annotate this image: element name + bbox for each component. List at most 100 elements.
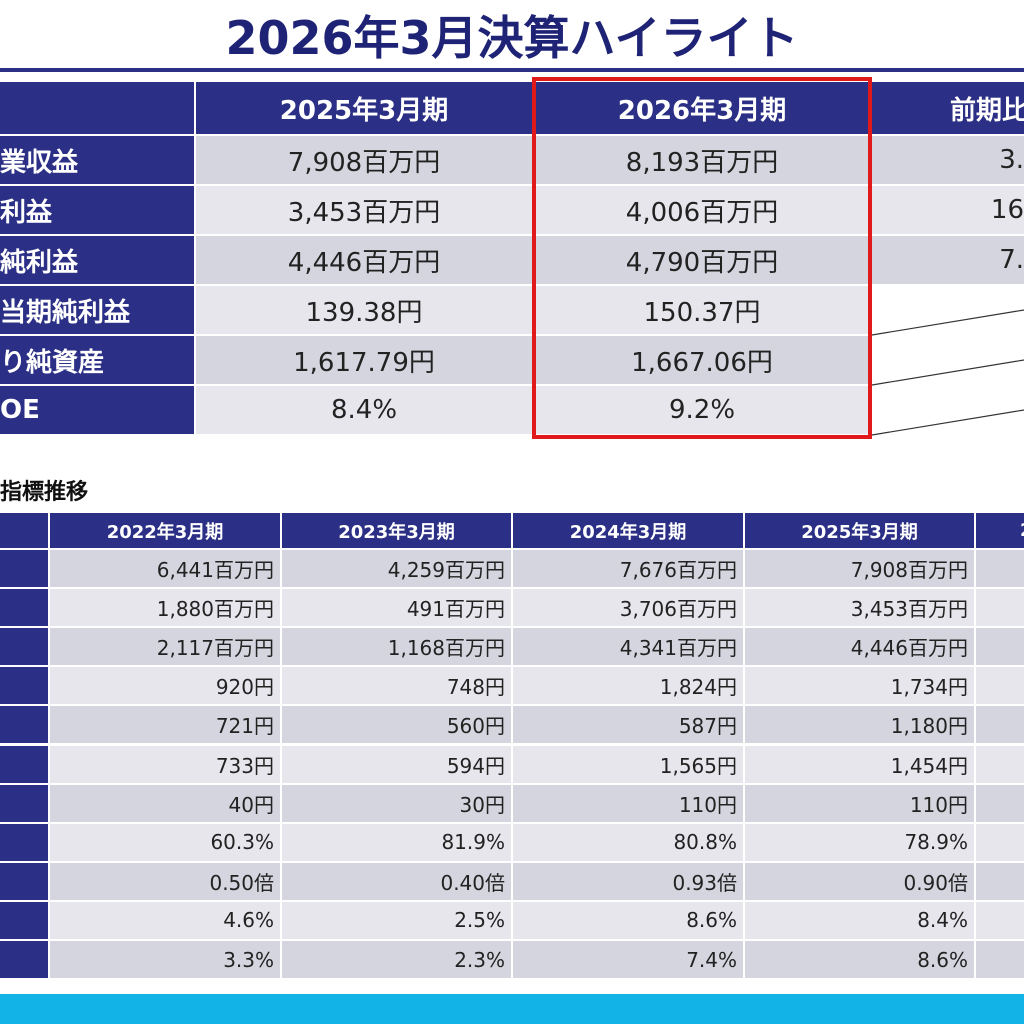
value-cell: 1,617.79円 xyxy=(196,336,532,384)
value-cell: 491百万円 xyxy=(282,589,511,627)
value-cell: 78.9% xyxy=(745,823,974,861)
value-cell xyxy=(976,667,1024,705)
value-cell: 8.6% xyxy=(745,941,974,978)
value-cell xyxy=(872,386,1024,434)
value-cell xyxy=(976,589,1024,627)
value-cell: 4,006百万円 xyxy=(534,186,870,234)
value-cell: 7,676百万円 xyxy=(513,550,743,587)
value-cell: 16 xyxy=(872,186,1024,234)
value-cell: 6,441百万円 xyxy=(50,550,280,587)
value-cell: 1,667.06円 xyxy=(534,336,870,384)
value-cell: 0.50倍 xyxy=(50,862,280,900)
value-cell: 3.3% xyxy=(50,941,280,978)
value-cell: 40円 xyxy=(50,784,280,822)
row-label: り純資産 xyxy=(0,336,194,384)
value-cell: 7. xyxy=(872,236,1024,284)
header-cell: 2 xyxy=(976,513,1024,548)
value-cell: 0.90倍 xyxy=(745,862,974,900)
value-cell: 7.4% xyxy=(513,941,743,978)
value-cell: 1,734円 xyxy=(745,667,974,705)
value-cell: 2.5% xyxy=(282,901,511,939)
page-title: 2026年3月決算ハイライト xyxy=(225,11,799,65)
row-label: 純利益 xyxy=(0,236,194,284)
row-label xyxy=(0,628,48,666)
value-cell: 748円 xyxy=(282,667,511,705)
header-cell: 2025年3月期 xyxy=(745,513,974,548)
value-cell: 4,259百万円 xyxy=(282,550,511,587)
value-cell: 3,706百万円 xyxy=(513,589,743,627)
row-label xyxy=(0,745,48,783)
value-cell xyxy=(976,745,1024,783)
value-cell: 4.6% xyxy=(50,901,280,939)
value-cell: 80.8% xyxy=(513,823,743,861)
header-cell xyxy=(0,82,194,134)
value-cell: 721円 xyxy=(50,706,280,744)
value-cell xyxy=(976,823,1024,861)
value-cell: 8.4% xyxy=(745,901,974,939)
row-label: 当期純利益 xyxy=(0,286,194,334)
value-cell xyxy=(976,862,1024,900)
value-cell: 4,446百万円 xyxy=(745,628,974,666)
value-cell: 8.6% xyxy=(513,901,743,939)
header-cell: 2023年3月期 xyxy=(282,513,511,548)
row-label xyxy=(0,667,48,705)
value-cell: 1,454円 xyxy=(745,745,974,783)
header-cell: 2022年3月期 xyxy=(50,513,280,548)
value-cell: 4,446百万円 xyxy=(196,236,532,284)
header-cell xyxy=(0,513,48,548)
value-cell xyxy=(976,901,1024,939)
value-cell: 8,193百万円 xyxy=(534,136,870,184)
title-rule xyxy=(0,68,1024,72)
footer-band xyxy=(0,994,1024,1024)
value-cell: 2.3% xyxy=(282,941,511,978)
row-label xyxy=(0,589,48,627)
value-cell: 110円 xyxy=(513,784,743,822)
value-cell: 0.93倍 xyxy=(513,862,743,900)
header-cell: 前期比 xyxy=(872,82,1024,134)
header-cell: 2025年3月期 xyxy=(196,82,532,134)
header-cell: 2024年3月期 xyxy=(513,513,743,548)
value-cell: 1,180円 xyxy=(745,706,974,744)
value-cell: 60.3% xyxy=(50,823,280,861)
value-cell: 587円 xyxy=(513,706,743,744)
value-cell xyxy=(872,286,1024,334)
value-cell: 9.2% xyxy=(534,386,870,434)
value-cell xyxy=(872,336,1024,384)
value-cell: 594円 xyxy=(282,745,511,783)
value-cell: 4,341百万円 xyxy=(513,628,743,666)
row-label xyxy=(0,823,48,861)
row-label xyxy=(0,550,48,587)
header-cell: 2026年3月期 xyxy=(534,82,870,134)
value-cell: 7,908百万円 xyxy=(196,136,532,184)
value-cell: 8.4% xyxy=(196,386,532,434)
row-label xyxy=(0,901,48,939)
value-cell: 920円 xyxy=(50,667,280,705)
highlight-box xyxy=(532,77,872,439)
value-cell: 7,908百万円 xyxy=(745,550,974,587)
row-label: 利益 xyxy=(0,186,194,234)
value-cell: 560円 xyxy=(282,706,511,744)
value-cell: 150.37円 xyxy=(534,286,870,334)
value-cell: 4,790百万円 xyxy=(534,236,870,284)
value-cell xyxy=(976,941,1024,978)
value-cell xyxy=(976,784,1024,822)
value-cell: 1,168百万円 xyxy=(282,628,511,666)
value-cell xyxy=(976,550,1024,587)
row-label: OE xyxy=(0,386,194,434)
value-cell: 139.38円 xyxy=(196,286,532,334)
row-label xyxy=(0,941,48,978)
row-label xyxy=(0,862,48,900)
value-cell xyxy=(976,628,1024,666)
value-cell: 3,453百万円 xyxy=(196,186,532,234)
value-cell: 733円 xyxy=(50,745,280,783)
value-cell: 3,453百万円 xyxy=(745,589,974,627)
value-cell xyxy=(976,706,1024,744)
value-cell: 81.9% xyxy=(282,823,511,861)
value-cell: 110円 xyxy=(745,784,974,822)
row-label xyxy=(0,784,48,822)
row-label xyxy=(0,706,48,744)
section-title: 指標推移 xyxy=(0,480,89,505)
value-cell: 2,117百万円 xyxy=(50,628,280,666)
value-cell: 1,824円 xyxy=(513,667,743,705)
